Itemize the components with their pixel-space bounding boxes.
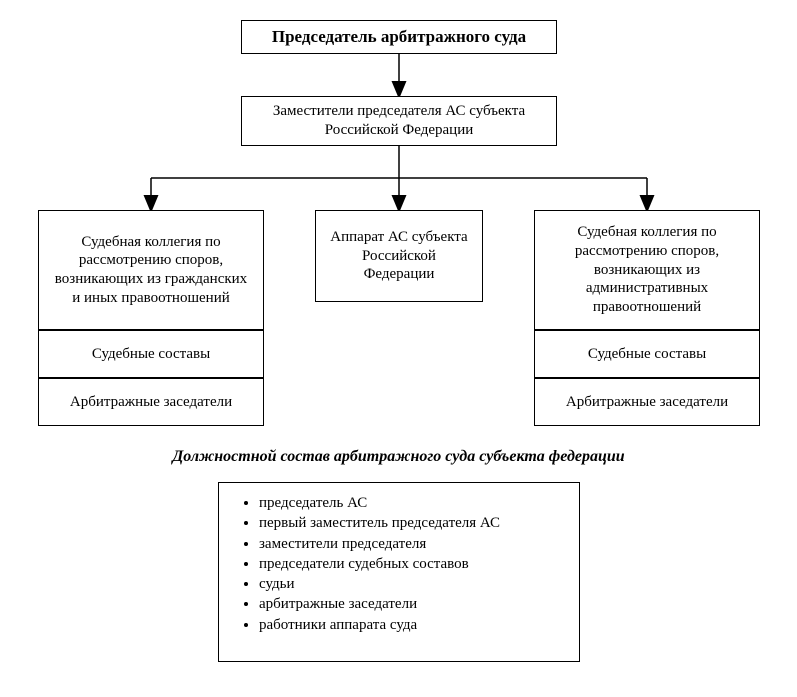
node-label: Аппарат АС субъекта Российской Федерации bbox=[326, 228, 472, 284]
node-apparatus: Аппарат АС субъекта Российской Федерации bbox=[315, 210, 483, 302]
node-civil-assessors: Арбитражные заседатели bbox=[38, 378, 264, 426]
list-item: арбитражные заседатели bbox=[259, 594, 561, 614]
node-deputies: Заместители председателя АС субъекта Рос… bbox=[241, 96, 557, 146]
node-civil-compositions: Судебные составы bbox=[38, 330, 264, 378]
node-chairman: Председатель арбитражного суда bbox=[241, 20, 557, 54]
node-admin-compositions: Судебные составы bbox=[534, 330, 760, 378]
node-admin-collegium: Судебная коллегия по рассмотрению споров… bbox=[534, 210, 760, 330]
list-item: судьи bbox=[259, 574, 561, 594]
node-label: Судебные составы bbox=[92, 345, 210, 364]
positions-list-box: председатель АСпервый заместитель предсе… bbox=[218, 482, 580, 662]
list-item: первый заместитель председателя АС bbox=[259, 513, 561, 533]
node-label: Судебные составы bbox=[588, 345, 706, 364]
node-label: Арбитражные заседатели bbox=[566, 393, 728, 412]
node-label: Арбитражные заседатели bbox=[70, 393, 232, 412]
list-item: председатели судебных составов bbox=[259, 554, 561, 574]
node-label: Судебная коллегия по рассмотрению споров… bbox=[545, 223, 749, 317]
list-item: заместители председателя bbox=[259, 534, 561, 554]
diagram-caption: Должностной состав арбитражного суда суб… bbox=[0, 448, 797, 466]
node-label: Председатель арбитражного суда bbox=[272, 26, 526, 47]
list-item: работники аппарата суда bbox=[259, 615, 561, 635]
caption-text: Должностной состав арбитражного суда суб… bbox=[172, 448, 624, 465]
node-civil-collegium: Судебная коллегия по рассмотрению споров… bbox=[38, 210, 264, 330]
node-admin-assessors: Арбитражные заседатели bbox=[534, 378, 760, 426]
node-label: Заместители председателя АС субъекта Рос… bbox=[252, 102, 546, 140]
list-item: председатель АС bbox=[259, 493, 561, 513]
node-label: Судебная коллегия по рассмотрению споров… bbox=[49, 233, 253, 308]
positions-list: председатель АСпервый заместитель предсе… bbox=[247, 493, 561, 635]
